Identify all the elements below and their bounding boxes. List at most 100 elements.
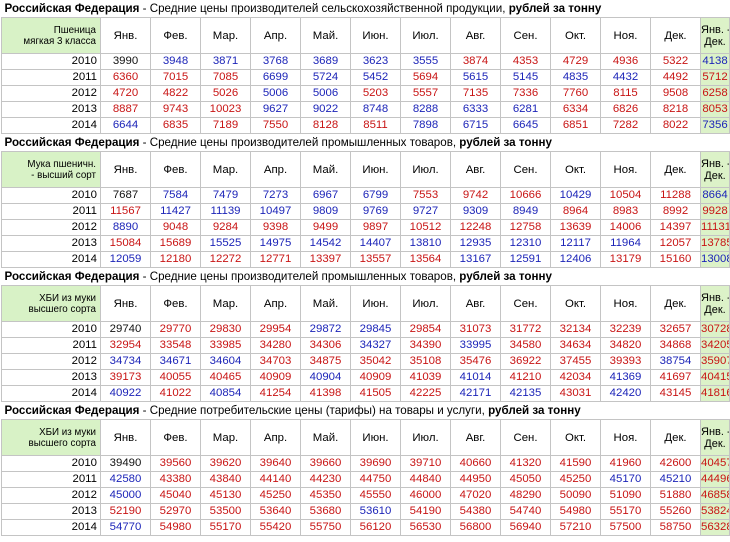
- price-cell: 9508: [650, 85, 701, 102]
- price-cell: 15525: [200, 235, 251, 252]
- price-cell: 56530: [400, 519, 451, 536]
- price-cell: 41369: [600, 369, 651, 386]
- price-cell: 54770: [100, 519, 151, 536]
- price-cell: 6715: [450, 117, 501, 134]
- price-cell: 39490: [100, 455, 151, 472]
- price-cell: 55420: [250, 519, 301, 536]
- price-cell: 13639: [550, 219, 601, 236]
- price-cell: 45170: [600, 471, 651, 488]
- price-cell: 7336: [500, 85, 551, 102]
- month-header: Июл.: [400, 419, 451, 456]
- price-cell: 9742: [450, 187, 501, 204]
- total-header-line: Дек.: [704, 35, 726, 48]
- price-cell: 8949: [500, 203, 551, 220]
- month-header: Мар.: [200, 17, 251, 54]
- price-cell: 6360: [100, 69, 151, 86]
- month-header: Фев.: [150, 419, 201, 456]
- year-cell: 2013: [1, 503, 101, 520]
- title-text: - Средние цены производителей промышленн…: [139, 136, 460, 149]
- price-cell: 35108: [400, 353, 451, 370]
- price-cell: 13179: [600, 251, 651, 268]
- price-cell: 12310: [500, 235, 551, 252]
- price-cell: 44950: [450, 471, 501, 488]
- title-text: - Средние потребительские цены (тарифы) …: [139, 404, 489, 417]
- data-row: 2013 8887 9743 10023 9627 9022 8748 8288 6333 628…: [1, 101, 730, 118]
- annual-average-cell: 8053: [699, 101, 730, 118]
- price-cell: 3689: [300, 53, 351, 70]
- section-title: Российская Федерация - Средние цены прои…: [2, 0, 730, 18]
- price-cell: 34634: [550, 337, 601, 354]
- data-row: 2012 45000 45040 45130 45250 45350 45550 46000 4…: [1, 487, 730, 504]
- title-text: - Средние цены производителей промышленн…: [139, 270, 460, 283]
- annual-average-cell: 35907: [699, 353, 730, 370]
- price-cell: 6644: [100, 117, 151, 134]
- month-header: Июн.: [350, 285, 401, 322]
- price-cell: 53640: [250, 503, 301, 520]
- month-header: Окт.: [550, 151, 601, 188]
- total-header: Янв. - Дек.: [699, 419, 730, 456]
- price-cell: 41014: [450, 369, 501, 386]
- price-cell: 7135: [450, 85, 501, 102]
- price-cell: 39660: [300, 455, 351, 472]
- price-cell: 6826: [600, 101, 651, 118]
- price-cell: 5615: [450, 69, 501, 86]
- annual-average-cell: 11131: [699, 219, 730, 236]
- month-header: Июл.: [400, 151, 451, 188]
- price-cell: 34306: [300, 337, 351, 354]
- total-header: Янв. - Дек.: [699, 285, 730, 322]
- price-cell: 54740: [500, 503, 551, 520]
- price-cell: 7479: [200, 187, 251, 204]
- header-row: Мука пшеничн. - высший сорт Янв. Фев. Мар. Ап…: [1, 151, 730, 188]
- product-label-line: ХБИ из муки: [39, 292, 96, 304]
- section-title-row: Российская Федерация - Средние цены прои…: [2, 268, 730, 286]
- price-cell: 3555: [400, 53, 451, 70]
- price-cell: 52190: [100, 503, 151, 520]
- price-cell: 45250: [550, 471, 601, 488]
- year-cell: 2013: [1, 369, 101, 386]
- month-header: Апр.: [250, 151, 301, 188]
- price-cell: 41022: [150, 385, 201, 402]
- month-header: Ноя.: [600, 419, 651, 456]
- price-cell: 12180: [150, 251, 201, 268]
- price-cell: 44750: [350, 471, 401, 488]
- price-cell: 35476: [450, 353, 501, 370]
- price-cell: 12591: [500, 251, 551, 268]
- price-cell: 45050: [500, 471, 551, 488]
- price-cell: 52970: [150, 503, 201, 520]
- price-cell: 45000: [100, 487, 151, 504]
- annual-average-cell: 30728: [699, 321, 730, 338]
- month-header: Авг.: [450, 419, 501, 456]
- price-cell: 41960: [600, 455, 651, 472]
- price-cell: 6699: [250, 69, 301, 86]
- year-cell: 2011: [1, 69, 101, 86]
- month-header: Сен.: [500, 285, 551, 322]
- price-cell: 34280: [250, 337, 301, 354]
- price-cell: 47020: [450, 487, 501, 504]
- month-header: Окт.: [550, 285, 601, 322]
- annual-average-cell: 8664: [699, 187, 730, 204]
- product-label: ХБИ из муки высшего сорта: [1, 285, 101, 322]
- data-row: 2011 11567 11427 11139 10497 9809 9769 9727 9309…: [1, 203, 730, 220]
- price-cell: 7550: [250, 117, 301, 134]
- price-cell: 33548: [150, 337, 201, 354]
- data-row: 2014 6644 6835 7189 7550 8128 8511 7898 6715 6645…: [1, 117, 730, 134]
- price-cell: 5145: [500, 69, 551, 86]
- data-row: 2010 39490 39560 39620 39640 39660 39690 39710 4…: [1, 455, 730, 472]
- price-cell: 14975: [250, 235, 301, 252]
- price-cell: 42034: [550, 369, 601, 386]
- price-cell: 41398: [300, 385, 351, 402]
- month-header: Мар.: [200, 419, 251, 456]
- data-row: 2013 39173 40055 40465 40909 40904 40909 41039 4…: [1, 369, 730, 386]
- year-cell: 2013: [1, 101, 101, 118]
- title-region: Российская Федерация: [4, 404, 140, 417]
- annual-average-cell: 5712: [699, 69, 730, 86]
- price-cell: 45130: [200, 487, 251, 504]
- price-cell: 12057: [650, 235, 701, 252]
- price-cell: 34875: [300, 353, 351, 370]
- price-cell: 13557: [350, 251, 401, 268]
- month-header: Окт.: [550, 17, 601, 54]
- price-cell: 36922: [500, 353, 551, 370]
- price-cell: 7282: [600, 117, 651, 134]
- price-cell: 7898: [400, 117, 451, 134]
- price-cell: 8022: [650, 117, 701, 134]
